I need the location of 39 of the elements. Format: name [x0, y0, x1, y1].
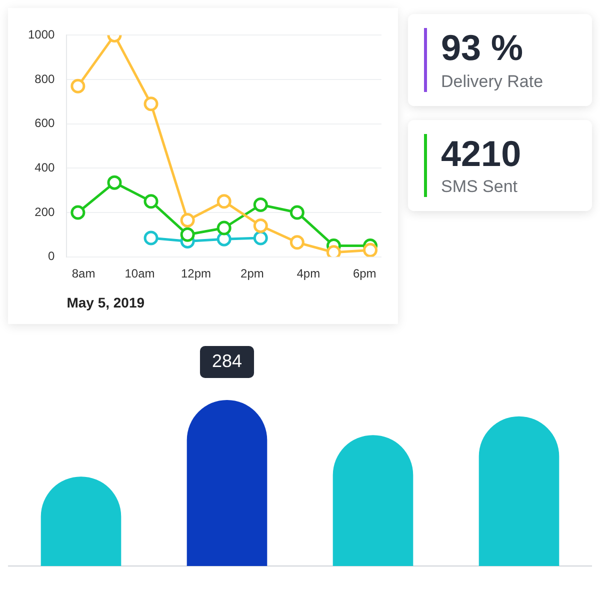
point [144, 96, 158, 112]
y-tick-label: 200 [34, 204, 56, 219]
point [70, 78, 86, 94]
point [290, 235, 304, 250]
bar [478, 416, 560, 566]
point [253, 218, 268, 234]
point [107, 175, 122, 190]
point [180, 212, 195, 228]
point [180, 227, 195, 242]
y-tick-label: 400 [34, 160, 56, 174]
point [253, 230, 268, 246]
x-tick-label: 10am [124, 266, 155, 280]
point [326, 245, 341, 257]
bar [186, 400, 268, 566]
text: Delivery Rate [441, 72, 544, 92]
y-tick-label: 1000 [28, 28, 56, 42]
y-tick-label: 600 [34, 116, 56, 130]
x-tick-label: 4pm [296, 266, 320, 280]
x-axis-title: May 5, 2019 [66, 294, 145, 310]
point [216, 220, 232, 236]
x-tick-label: 2pm [240, 266, 264, 280]
x-tick-label: 12pm [180, 266, 212, 280]
point [216, 232, 232, 246]
point [290, 205, 304, 220]
x-tick-label: 8am [72, 266, 96, 280]
point [363, 242, 378, 257]
point [216, 194, 232, 209]
y-tick-label: 0 [48, 249, 56, 264]
data-label: 284 [212, 350, 242, 371]
text: SMS Sent [441, 177, 519, 198]
point [253, 197, 268, 212]
bar [332, 435, 414, 566]
point [144, 194, 158, 209]
text: 93 % [441, 27, 524, 68]
text: 4210 [441, 132, 522, 174]
point [70, 205, 86, 220]
point [144, 230, 158, 246]
x-tick-label: 6pm [352, 266, 376, 280]
y-tick-label: 800 [34, 72, 56, 86]
